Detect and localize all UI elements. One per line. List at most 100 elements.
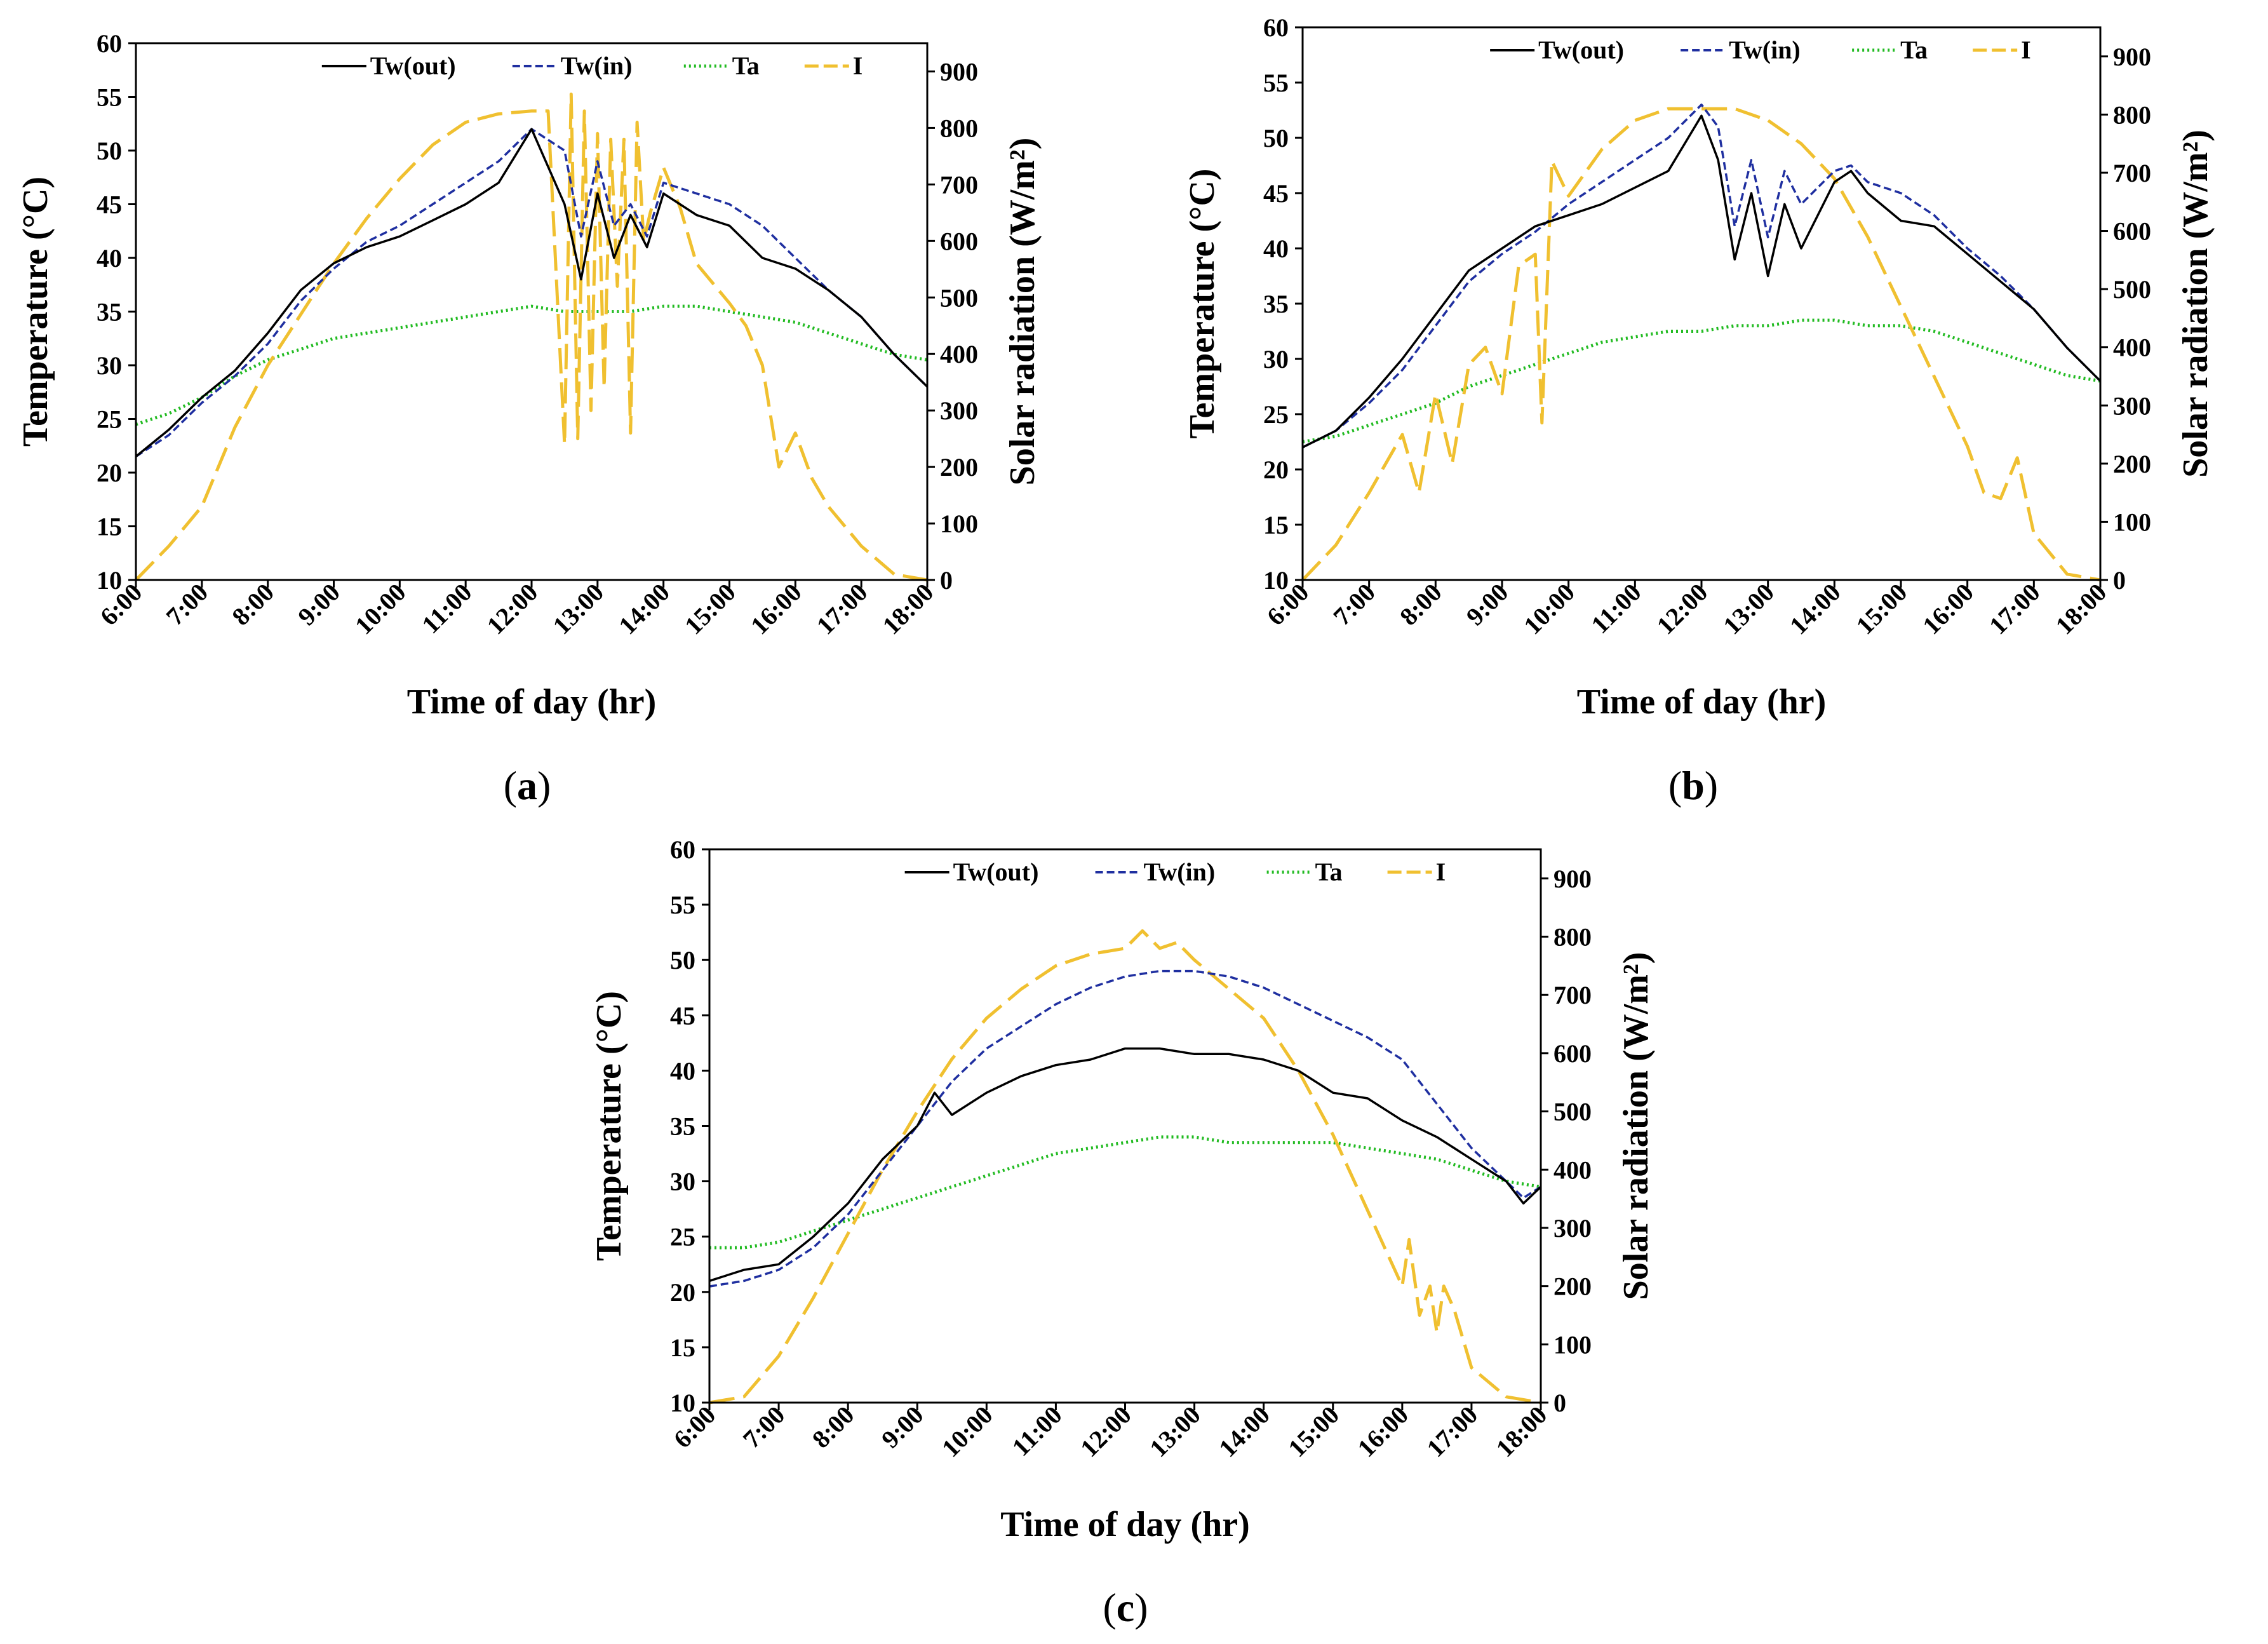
y-tick-label: 40 <box>670 1056 695 1085</box>
series-line-ta <box>709 1135 1541 1250</box>
y-tick-label: 35 <box>97 298 122 327</box>
series-line-tw-out <box>135 128 929 457</box>
y-tick-label: 10 <box>97 566 122 595</box>
y-tick-label: 35 <box>1263 290 1289 318</box>
y2-tick-label: 200 <box>1553 1272 1592 1301</box>
y-tick-label: 15 <box>670 1333 695 1362</box>
y2-tick-label: 400 <box>2113 334 2151 362</box>
y-tick-label: 30 <box>97 351 122 380</box>
series-line-tw-in <box>709 969 1541 1288</box>
y-axis-title: Temperature (°C) <box>16 177 55 447</box>
panel-label-a: (a) <box>504 763 551 808</box>
y-tick-label: 45 <box>97 191 122 219</box>
y-tick-label: 10 <box>670 1389 695 1417</box>
y2-tick-label: 800 <box>1553 923 1592 952</box>
y2-tick-label: 400 <box>1553 1156 1592 1184</box>
panel-label-c-letter: c <box>1117 1585 1134 1630</box>
y-tick-label: 15 <box>1263 511 1289 539</box>
y2-tick-label: 900 <box>2113 43 2151 71</box>
y-tick-label: 45 <box>1263 179 1289 208</box>
y2-tick-label: 800 <box>2113 100 2151 129</box>
legend-label-ta: Ta <box>732 51 760 80</box>
y2-tick-label: 500 <box>940 283 978 312</box>
y-axis-title: Temperature (°C) <box>1183 168 1222 438</box>
y2-tick-label: 700 <box>940 170 978 199</box>
legend-label-ta: Ta <box>1315 858 1343 886</box>
y-tick-label: 60 <box>97 29 122 58</box>
series-line-I <box>135 92 928 582</box>
legend-label-tw-out: Tw(out) <box>953 858 1039 886</box>
y2-axis-title: Solar radiation (W/m²) <box>1616 952 1656 1300</box>
y-tick-label: 25 <box>97 405 122 434</box>
series-line-tw-in <box>1302 104 2102 448</box>
legend-label-ta: Ta <box>1900 36 1928 64</box>
y2-tick-label: 800 <box>940 114 978 142</box>
series-line-I <box>709 929 1541 1405</box>
y2-tick-label: 0 <box>940 566 953 595</box>
panel-label-a-letter: a <box>517 763 537 808</box>
series-line-tw-out <box>709 1047 1542 1283</box>
legend-label-I: I <box>1436 858 1446 886</box>
y-tick-label: 35 <box>670 1112 695 1141</box>
x-axis-title: Time of day (hr) <box>407 682 657 722</box>
y-tick-label: 50 <box>1263 124 1289 152</box>
y-tick-label: 50 <box>670 946 695 974</box>
y2-tick-label: 300 <box>1553 1214 1592 1243</box>
y2-tick-label: 900 <box>940 57 978 86</box>
y-tick-label: 50 <box>97 137 122 165</box>
y2-axis-title: Solar radiation (W/m²) <box>2176 130 2215 478</box>
y-tick-label: 55 <box>97 83 122 112</box>
panel-label-b-letter: b <box>1682 763 1705 808</box>
y-tick-label: 25 <box>1263 400 1289 429</box>
y-tick-label: 60 <box>670 835 695 864</box>
y2-tick-label: 400 <box>940 340 978 368</box>
legend-label-tw-in: Tw(in) <box>1729 36 1801 64</box>
y-axis-title: Temperature (°C) <box>589 991 629 1261</box>
y-tick-label: 55 <box>1263 69 1289 97</box>
y-tick-label: 15 <box>97 513 122 541</box>
panel-label-b: (b) <box>1668 763 1718 808</box>
y2-axis-title: Solar radiation (W/m²) <box>1003 138 1042 486</box>
y2-tick-label: 0 <box>1553 1389 1566 1417</box>
y-tick-label: 40 <box>1263 234 1289 263</box>
legend-label-tw-out: Tw(out) <box>370 51 456 80</box>
series-line-ta <box>135 304 928 426</box>
legend-label-tw-in: Tw(in) <box>1144 858 1216 886</box>
y-tick-label: 25 <box>670 1223 695 1251</box>
y2-tick-label: 500 <box>2113 275 2151 304</box>
y-tick-label: 40 <box>97 244 122 273</box>
y2-tick-label: 600 <box>2113 217 2151 246</box>
y2-tick-label: 200 <box>2113 450 2151 478</box>
y2-tick-label: 100 <box>2113 508 2151 536</box>
y-tick-label: 30 <box>1263 345 1289 374</box>
y2-tick-label: 200 <box>940 453 978 482</box>
legend-label-I: I <box>2021 36 2031 64</box>
y2-tick-label: 600 <box>940 227 978 255</box>
y2-tick-label: 0 <box>2113 566 2126 595</box>
panel-label-c: (c) <box>1103 1585 1148 1630</box>
y2-tick-label: 300 <box>940 396 978 425</box>
legend-label-I: I <box>853 51 863 80</box>
y2-tick-label: 600 <box>1553 1039 1592 1068</box>
series-line-tw-out <box>1302 114 2102 448</box>
y-tick-label: 20 <box>97 459 122 487</box>
y2-tick-label: 300 <box>2113 391 2151 420</box>
legend-label-tw-out: Tw(out) <box>1538 36 1624 64</box>
x-axis-title: Time of day (hr) <box>1000 1505 1250 1544</box>
y2-tick-label: 100 <box>1553 1330 1592 1359</box>
x-axis-title: Time of day (hr) <box>1577 682 1827 722</box>
y-tick-label: 45 <box>670 1001 695 1030</box>
y-tick-label: 30 <box>670 1168 695 1196</box>
y2-tick-label: 700 <box>1553 981 1592 1009</box>
series-line-I <box>1301 107 2101 582</box>
y2-tick-label: 100 <box>940 509 978 538</box>
y2-tick-label: 700 <box>2113 159 2151 187</box>
y-tick-label: 20 <box>670 1278 695 1307</box>
y-tick-label: 55 <box>670 891 695 919</box>
y2-tick-label: 500 <box>1553 1098 1592 1126</box>
y-tick-label: 10 <box>1263 566 1289 595</box>
legend-label-tw-in: Tw(in) <box>561 51 633 80</box>
y-tick-label: 60 <box>1263 13 1289 42</box>
